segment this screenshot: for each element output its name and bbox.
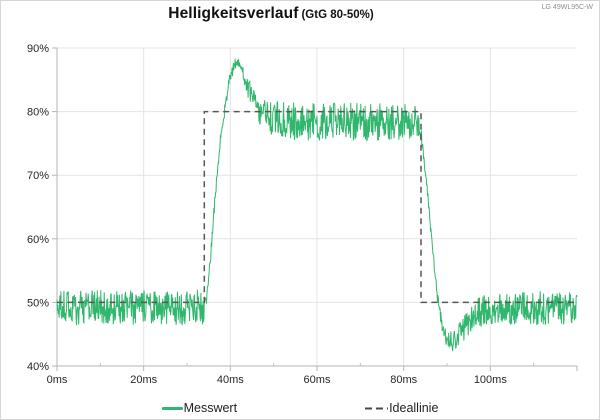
chart-header: Helligkeitsverlauf (GtG 80-50%): [1, 5, 541, 23]
x-tick-label: 100ms: [474, 374, 508, 386]
chart-title: Helligkeitsverlauf: [168, 5, 299, 22]
x-tick-label: 80ms: [390, 374, 417, 386]
y-tick-label: 50%: [27, 297, 49, 309]
messwert-line-swatch: [161, 406, 183, 410]
legend-item-messwert: Messwert: [161, 401, 238, 415]
y-tick-label: 40%: [27, 361, 49, 373]
x-tick-label: 20ms: [130, 374, 157, 386]
y-tick-label: 80%: [27, 107, 49, 119]
series-messwert: [56, 58, 578, 352]
x-tick-label: 40ms: [217, 374, 244, 386]
monitor-model-label: LG 49WL95C-W: [541, 4, 593, 11]
y-tick-label: 90%: [27, 43, 49, 55]
x-tick-label: 0ms: [47, 374, 68, 386]
legend-item-ideallinie: Ideallinie: [365, 401, 438, 415]
legend: Messwert Ideallinie: [1, 401, 599, 415]
legend-label-messwert: Messwert: [183, 401, 238, 415]
legend-label-ideallinie: Ideallinie: [389, 401, 439, 415]
ideallinie-dash-swatch: [365, 407, 389, 409]
series-ideallinie: [57, 110, 577, 304]
chart-subtitle: (GtG 80-50%): [301, 9, 374, 21]
y-tick-label: 70%: [27, 170, 49, 182]
x-tick-label: 60ms: [304, 374, 331, 386]
y-tick-label: 60%: [27, 234, 49, 246]
